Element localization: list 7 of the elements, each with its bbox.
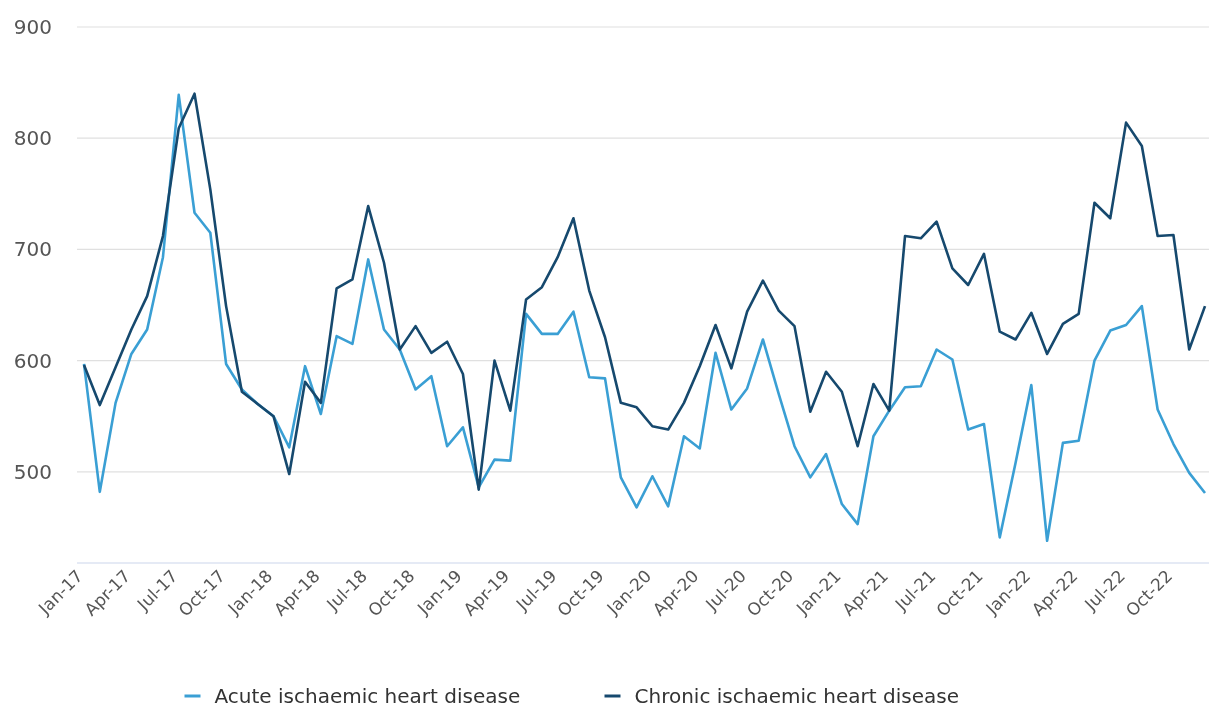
legend-label: Chronic ischaemic heart disease [634, 684, 959, 708]
y-tick-label: 600 [13, 348, 52, 373]
y-tick-label: 800 [13, 126, 52, 151]
y-tick-label: 700 [13, 237, 52, 262]
y-tick-label: 900 [13, 15, 52, 39]
legend-label: Acute ischaemic heart disease [214, 684, 521, 708]
y-tick-label: 500 [13, 459, 52, 484]
